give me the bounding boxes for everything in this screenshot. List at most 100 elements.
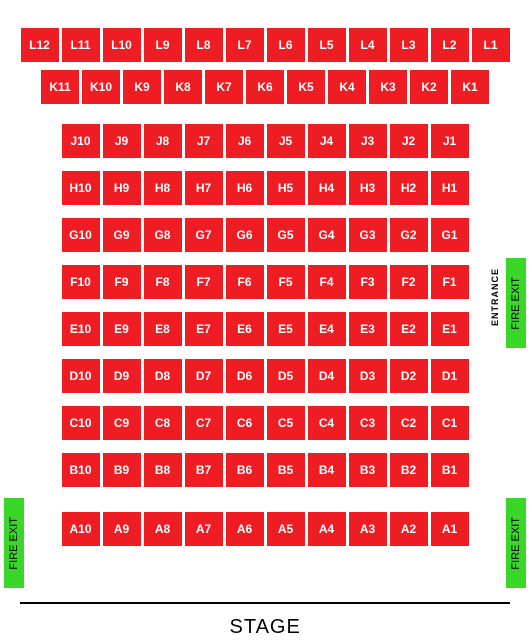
seat-d6[interactable]: D6 (226, 359, 264, 393)
seat-l12[interactable]: L12 (21, 28, 59, 62)
seat-k2[interactable]: K2 (410, 70, 448, 104)
seat-a7[interactable]: A7 (185, 512, 223, 546)
seat-b2[interactable]: B2 (390, 453, 428, 487)
seat-g10[interactable]: G10 (62, 218, 100, 252)
seat-k6[interactable]: K6 (246, 70, 284, 104)
seat-j6[interactable]: J6 (226, 124, 264, 158)
seat-h10[interactable]: H10 (62, 171, 100, 205)
seat-c6[interactable]: C6 (226, 406, 264, 440)
seat-e8[interactable]: E8 (144, 312, 182, 346)
seat-k1[interactable]: K1 (451, 70, 489, 104)
seat-f10[interactable]: F10 (62, 265, 100, 299)
seat-l11[interactable]: L11 (62, 28, 100, 62)
seat-k11[interactable]: K11 (41, 70, 79, 104)
seat-j10[interactable]: J10 (62, 124, 100, 158)
seat-a8[interactable]: A8 (144, 512, 182, 546)
seat-c9[interactable]: C9 (103, 406, 141, 440)
seat-c8[interactable]: C8 (144, 406, 182, 440)
seat-j7[interactable]: J7 (185, 124, 223, 158)
seat-d3[interactable]: D3 (349, 359, 387, 393)
seat-b6[interactable]: B6 (226, 453, 264, 487)
seat-l7[interactable]: L7 (226, 28, 264, 62)
seat-d5[interactable]: D5 (267, 359, 305, 393)
seat-g2[interactable]: G2 (390, 218, 428, 252)
seat-e6[interactable]: E6 (226, 312, 264, 346)
seat-l8[interactable]: L8 (185, 28, 223, 62)
seat-b9[interactable]: B9 (103, 453, 141, 487)
seat-d1[interactable]: D1 (431, 359, 469, 393)
seat-c3[interactable]: C3 (349, 406, 387, 440)
seat-c10[interactable]: C10 (62, 406, 100, 440)
seat-k4[interactable]: K4 (328, 70, 366, 104)
seat-e5[interactable]: E5 (267, 312, 305, 346)
seat-d10[interactable]: D10 (62, 359, 100, 393)
seat-l1[interactable]: L1 (472, 28, 510, 62)
seat-j9[interactable]: J9 (103, 124, 141, 158)
seat-b5[interactable]: B5 (267, 453, 305, 487)
seat-f7[interactable]: F7 (185, 265, 223, 299)
seat-d9[interactable]: D9 (103, 359, 141, 393)
seat-h7[interactable]: H7 (185, 171, 223, 205)
seat-k10[interactable]: K10 (82, 70, 120, 104)
seat-k3[interactable]: K3 (369, 70, 407, 104)
seat-c7[interactable]: C7 (185, 406, 223, 440)
seat-g5[interactable]: G5 (267, 218, 305, 252)
seat-a1[interactable]: A1 (431, 512, 469, 546)
seat-l6[interactable]: L6 (267, 28, 305, 62)
seat-g1[interactable]: G1 (431, 218, 469, 252)
seat-c5[interactable]: C5 (267, 406, 305, 440)
seat-l3[interactable]: L3 (390, 28, 428, 62)
seat-h3[interactable]: H3 (349, 171, 387, 205)
seat-j8[interactable]: J8 (144, 124, 182, 158)
seat-g3[interactable]: G3 (349, 218, 387, 252)
seat-f2[interactable]: F2 (390, 265, 428, 299)
seat-d2[interactable]: D2 (390, 359, 428, 393)
seat-c2[interactable]: C2 (390, 406, 428, 440)
seat-a3[interactable]: A3 (349, 512, 387, 546)
seat-b3[interactable]: B3 (349, 453, 387, 487)
seat-b1[interactable]: B1 (431, 453, 469, 487)
seat-l5[interactable]: L5 (308, 28, 346, 62)
seat-k9[interactable]: K9 (123, 70, 161, 104)
seat-j2[interactable]: J2 (390, 124, 428, 158)
seat-f3[interactable]: F3 (349, 265, 387, 299)
seat-g4[interactable]: G4 (308, 218, 346, 252)
seat-g9[interactable]: G9 (103, 218, 141, 252)
seat-h4[interactable]: H4 (308, 171, 346, 205)
seat-e9[interactable]: E9 (103, 312, 141, 346)
seat-h6[interactable]: H6 (226, 171, 264, 205)
seat-f6[interactable]: F6 (226, 265, 264, 299)
seat-l4[interactable]: L4 (349, 28, 387, 62)
seat-d4[interactable]: D4 (308, 359, 346, 393)
seat-k8[interactable]: K8 (164, 70, 202, 104)
seat-d7[interactable]: D7 (185, 359, 223, 393)
seat-g8[interactable]: G8 (144, 218, 182, 252)
seat-b7[interactable]: B7 (185, 453, 223, 487)
seat-e1[interactable]: E1 (431, 312, 469, 346)
seat-h2[interactable]: H2 (390, 171, 428, 205)
seat-e3[interactable]: E3 (349, 312, 387, 346)
seat-c4[interactable]: C4 (308, 406, 346, 440)
seat-a4[interactable]: A4 (308, 512, 346, 546)
seat-a5[interactable]: A5 (267, 512, 305, 546)
seat-j4[interactable]: J4 (308, 124, 346, 158)
seat-j1[interactable]: J1 (431, 124, 469, 158)
seat-f5[interactable]: F5 (267, 265, 305, 299)
seat-l2[interactable]: L2 (431, 28, 469, 62)
seat-g6[interactable]: G6 (226, 218, 264, 252)
seat-a6[interactable]: A6 (226, 512, 264, 546)
seat-e2[interactable]: E2 (390, 312, 428, 346)
seat-h5[interactable]: H5 (267, 171, 305, 205)
seat-a10[interactable]: A10 (62, 512, 100, 546)
seat-f1[interactable]: F1 (431, 265, 469, 299)
seat-k7[interactable]: K7 (205, 70, 243, 104)
seat-a2[interactable]: A2 (390, 512, 428, 546)
seat-j3[interactable]: J3 (349, 124, 387, 158)
seat-b10[interactable]: B10 (62, 453, 100, 487)
seat-f9[interactable]: F9 (103, 265, 141, 299)
seat-b8[interactable]: B8 (144, 453, 182, 487)
seat-a9[interactable]: A9 (103, 512, 141, 546)
seat-e10[interactable]: E10 (62, 312, 100, 346)
seat-c1[interactable]: C1 (431, 406, 469, 440)
seat-e4[interactable]: E4 (308, 312, 346, 346)
